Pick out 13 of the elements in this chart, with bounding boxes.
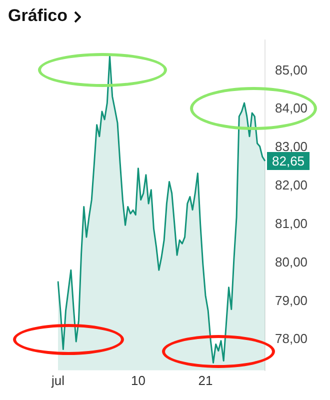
- x-tick-label: 10: [130, 372, 146, 388]
- y-tick-label: 83,00: [275, 139, 308, 154]
- y-tick-label: 79,00: [275, 292, 308, 308]
- y-tick-label: 84,00: [275, 100, 308, 116]
- y-tick-label: 80,00: [275, 254, 308, 270]
- x-tick-label: 21: [198, 372, 213, 388]
- y-tick-label: 82,00: [275, 178, 308, 193]
- y-tick-label: 78,00: [275, 331, 308, 346]
- y-tick-label: 81,00: [275, 216, 308, 231]
- text: 82,65: [272, 154, 305, 169]
- x-tick-label: jul: [50, 372, 65, 388]
- y-tick-label: 85,00: [275, 62, 308, 78]
- chart-title: Gráfico: [8, 6, 68, 26]
